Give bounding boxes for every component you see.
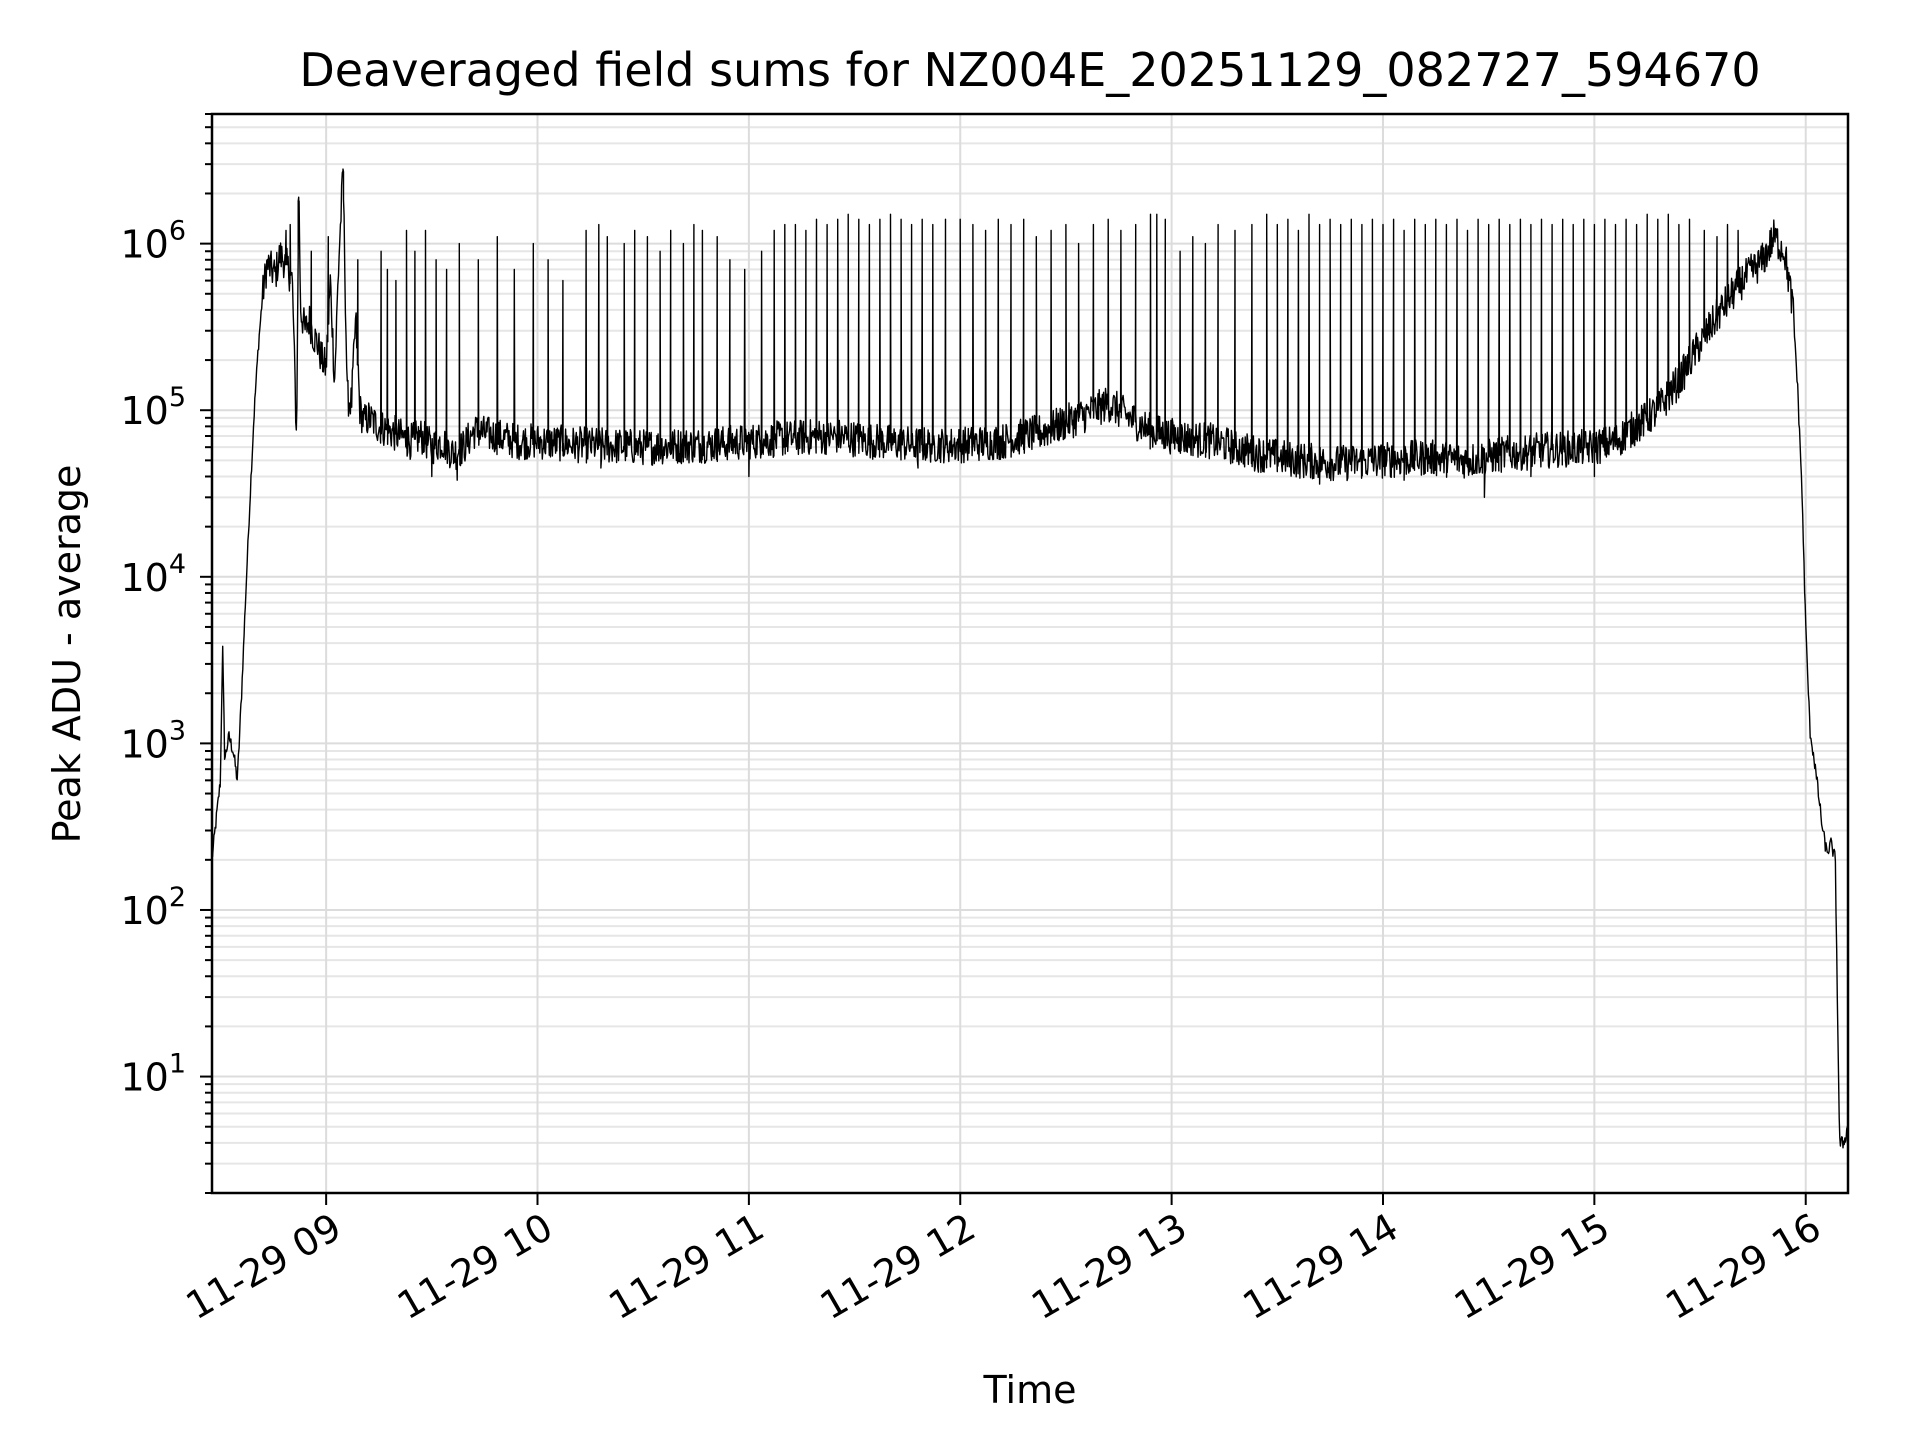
y-tick-label: 106 — [120, 216, 186, 267]
y-tick-label: 104 — [120, 549, 186, 600]
x-tick-label: 11-29 11 — [601, 1205, 771, 1329]
x-tick-label: 11-29 10 — [390, 1205, 560, 1329]
plot-frame — [210, 112, 1850, 1195]
y-tick-label: 102 — [120, 882, 186, 933]
x-tick-label: 11-29 09 — [179, 1205, 349, 1329]
x-tick-label: 11-29 13 — [1024, 1205, 1194, 1329]
y-tick-label: 103 — [120, 715, 186, 766]
grid — [212, 113, 1848, 1194]
x-axis-label: Time — [983, 1368, 1077, 1412]
y-tick-label: 105 — [120, 382, 186, 433]
x-tick-label: 11-29 16 — [1658, 1205, 1828, 1329]
x-tick-label: 11-29 15 — [1447, 1205, 1617, 1329]
series-line — [211, 168, 1849, 1149]
axis-ticks: 101 102 103 104 105 106 11-29 09 11-29 10 11-29 … — [120, 113, 1828, 1329]
x-tick-label: 11-29 14 — [1236, 1205, 1406, 1329]
y-axis-label: Peak ADU - average — [45, 465, 89, 844]
y-tick-label: 101 — [120, 1049, 186, 1100]
chart-title: Deaveraged field sums for NZ004E_2025112… — [299, 43, 1760, 97]
x-tick-label: 11-29 12 — [813, 1205, 983, 1329]
